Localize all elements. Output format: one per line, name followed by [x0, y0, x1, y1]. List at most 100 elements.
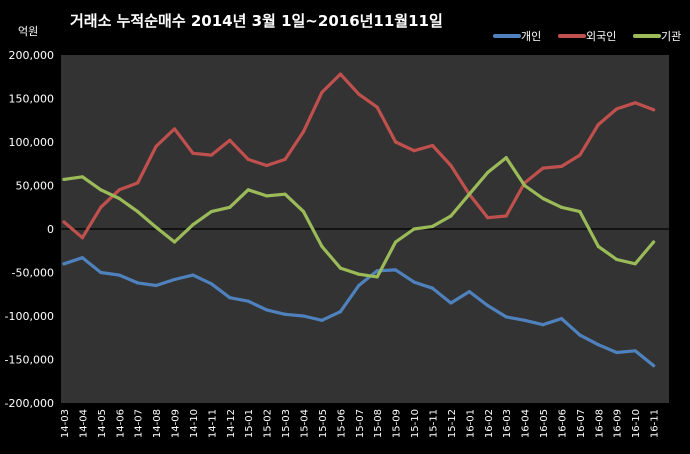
data-point-0: [541, 323, 545, 327]
data-point-0: [136, 281, 140, 285]
data-point-0: [357, 283, 361, 288]
data-point-2: [394, 240, 398, 244]
data-point-2: [301, 210, 306, 214]
data-point-1: [615, 107, 619, 111]
y-tick-label: -50,000: [12, 267, 54, 280]
data-point-0: [228, 296, 232, 300]
x-tick-label: 16-02: [484, 409, 495, 438]
data-point-0: [283, 312, 287, 316]
data-point-1: [504, 214, 508, 218]
x-tick-label: 15-05: [318, 409, 329, 438]
data-point-2: [80, 175, 85, 179]
data-point-2: [541, 196, 545, 201]
data-point-2: [265, 194, 269, 198]
y-tick-label: 50,000: [16, 180, 55, 193]
data-point-2: [633, 262, 637, 266]
data-point-0: [394, 268, 398, 272]
x-tick-label: 14-03: [60, 409, 71, 438]
x-tick-label: 14-06: [115, 409, 126, 438]
data-point-0: [99, 270, 103, 275]
x-tick-label: 15-09: [392, 409, 403, 438]
data-point-0: [559, 317, 564, 321]
data-point-2: [357, 272, 361, 276]
data-point-1: [320, 90, 324, 95]
data-point-1: [578, 153, 582, 157]
data-point-2: [99, 188, 103, 192]
data-point-0: [191, 273, 195, 277]
y-unit-label: 억원: [18, 25, 38, 38]
data-point-0: [375, 269, 379, 273]
data-point-0: [412, 280, 416, 284]
data-point-2: [559, 205, 564, 209]
data-point-1: [412, 149, 416, 153]
data-point-0: [523, 318, 527, 322]
data-point-0: [62, 262, 66, 266]
x-tick-label: 16-07: [576, 409, 587, 438]
y-tick-label: 150,000: [9, 93, 55, 106]
data-point-1: [338, 72, 342, 76]
legend-label-0: 개인: [521, 30, 541, 43]
data-point-0: [338, 310, 342, 314]
data-point-0: [467, 290, 471, 294]
data-point-2: [523, 183, 527, 188]
x-tick-label: 15-08: [373, 409, 384, 438]
x-tick-label: 16-03: [502, 409, 513, 438]
y-tick-label: -200,000: [5, 397, 54, 410]
data-point-1: [136, 181, 140, 185]
data-point-0: [615, 350, 619, 355]
data-point-2: [338, 266, 342, 270]
data-point-0: [301, 314, 306, 318]
data-point-0: [449, 301, 453, 305]
data-point-0: [651, 363, 656, 368]
data-point-2: [191, 223, 195, 227]
legend: 개인 외국인 기관: [493, 30, 681, 43]
y-tick-label: 100,000: [9, 136, 55, 149]
x-tick-label: 14-11: [207, 409, 218, 438]
data-point-0: [486, 303, 490, 308]
data-point-2: [246, 188, 250, 192]
data-point-1: [449, 163, 453, 168]
data-point-0: [596, 343, 600, 347]
data-point-2: [228, 205, 232, 209]
data-point-1: [394, 140, 398, 144]
data-point-0: [80, 256, 85, 260]
x-tick-label: 16-08: [594, 409, 605, 438]
data-point-0: [172, 277, 177, 282]
data-point-2: [467, 192, 471, 196]
data-point-1: [430, 143, 435, 148]
x-tick-label: 15-04: [300, 409, 311, 438]
x-tick-label: 16-01: [465, 409, 476, 438]
y-tick-label: 200,000: [9, 49, 55, 62]
data-point-0: [154, 283, 158, 288]
legend-label-1: 외국인: [586, 30, 616, 43]
data-point-2: [172, 240, 177, 244]
data-point-0: [246, 299, 250, 303]
data-point-2: [615, 257, 619, 262]
data-point-1: [633, 101, 637, 105]
data-point-1: [80, 236, 85, 240]
data-point-1: [154, 144, 158, 148]
data-point-0: [320, 318, 324, 322]
x-tick-label: 15-07: [355, 409, 366, 438]
data-point-1: [99, 205, 103, 209]
data-point-0: [633, 349, 637, 353]
data-point-2: [375, 275, 379, 279]
y-tick-label: -100,000: [5, 310, 54, 323]
data-point-1: [265, 163, 269, 168]
data-point-0: [504, 315, 508, 319]
data-point-1: [117, 188, 121, 192]
data-point-1: [375, 105, 379, 109]
x-tick-label: 15-10: [410, 409, 421, 438]
x-tick-label: 16-04: [521, 409, 532, 438]
data-point-2: [320, 244, 324, 248]
data-point-1: [651, 108, 656, 112]
data-point-1: [228, 138, 232, 142]
x-tick-label: 16-10: [631, 409, 642, 438]
chart-title: 거래소 누적순매수 2014년 3월 1일~2016년11월11일: [70, 12, 443, 30]
data-point-1: [62, 220, 66, 224]
data-point-2: [449, 214, 453, 218]
data-point-1: [559, 164, 564, 168]
x-tick-label: 14-12: [226, 409, 237, 438]
